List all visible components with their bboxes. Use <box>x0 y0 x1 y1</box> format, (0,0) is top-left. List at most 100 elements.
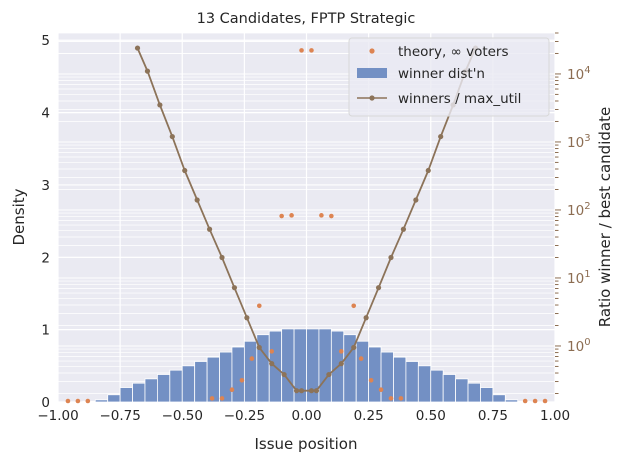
ratio-point <box>134 45 141 51</box>
histogram-bar <box>368 346 382 403</box>
y-tick-labels: 0 1 2 3 4 5 <box>41 33 50 411</box>
theory-point <box>249 356 255 361</box>
theory-point <box>309 48 314 53</box>
histogram-bar <box>318 328 332 403</box>
x-tick-label: −0.75 <box>99 408 140 424</box>
histogram-bars <box>82 328 531 403</box>
y-tick-label: 4 <box>41 106 50 122</box>
ratio-point <box>298 388 305 394</box>
histogram-bar <box>206 356 220 403</box>
y2-tick-label: 100 <box>567 337 591 355</box>
ratio-point <box>388 254 394 261</box>
ratio-point <box>244 315 250 321</box>
y2-tick-label: 103 <box>567 133 591 151</box>
y-axis-label: Density <box>10 188 28 245</box>
ratio-point <box>256 344 262 351</box>
histogram-bar <box>119 387 133 403</box>
theory-point <box>368 377 374 383</box>
histogram-bar <box>107 394 121 403</box>
theory-point <box>398 396 404 401</box>
theory-point <box>219 396 225 401</box>
histogram-bar <box>194 361 208 403</box>
legend: theory, ∞ voters winner dist'n winners /… <box>348 37 550 117</box>
legend-frame <box>348 37 550 117</box>
histogram-bar <box>455 378 469 403</box>
histogram-bar <box>181 365 196 403</box>
legend-label-histogram: winner dist'n <box>398 66 485 82</box>
y2-axis-label: Ratio winner / best candidate <box>596 107 614 327</box>
theory-point <box>209 396 215 401</box>
ratio-point <box>326 371 332 378</box>
histogram-bar <box>243 340 258 403</box>
x-tick-label: 1.00 <box>540 408 570 424</box>
y2-ticks: 100 101 102 103 104 <box>555 32 591 395</box>
ratio-point <box>157 102 163 108</box>
x-tick-label: 0.75 <box>478 408 508 424</box>
ratio-point <box>169 133 175 140</box>
theory-point <box>532 398 538 404</box>
legend-swatch-histogram <box>357 68 387 78</box>
ratio-point <box>293 388 300 394</box>
ratio-point <box>338 361 344 367</box>
y2-tick-label: 102 <box>567 201 591 219</box>
theory-point <box>329 213 334 219</box>
ratio-point <box>194 197 200 203</box>
theory-points <box>65 48 548 404</box>
theory-point <box>388 396 394 401</box>
legend-marker-ratio <box>369 95 375 101</box>
y-tick-label: 1 <box>41 323 50 339</box>
theory-point <box>289 213 294 218</box>
histogram-bar <box>442 374 456 403</box>
theory-point <box>229 387 235 393</box>
histogram-bar <box>380 351 394 403</box>
x-tick-label: 0.25 <box>354 408 384 424</box>
x-tick-label: −0.50 <box>162 408 203 424</box>
theory-point <box>299 48 304 53</box>
histogram-bar <box>169 369 183 403</box>
histogram-bar <box>144 378 158 403</box>
theory-point <box>279 213 284 219</box>
x-tick-label: 0.00 <box>291 408 321 424</box>
ratio-point <box>206 226 213 232</box>
ratio-point <box>425 167 431 174</box>
histogram-bar <box>132 382 146 403</box>
histogram-bar <box>355 340 370 403</box>
theory-point <box>522 398 528 404</box>
histogram-bar <box>281 328 295 403</box>
histogram-bar <box>219 351 233 403</box>
histogram-bar <box>480 387 494 403</box>
ratio-point <box>400 226 407 232</box>
theory-point <box>351 303 357 309</box>
ratio-point <box>438 133 444 140</box>
ratio-point <box>281 371 287 378</box>
ratio-point <box>313 388 320 394</box>
histogram-bar <box>430 369 444 403</box>
y-tick-label: 5 <box>41 33 50 49</box>
ratio-point <box>363 315 369 321</box>
theory-point <box>378 387 384 393</box>
histogram-bar <box>405 361 419 403</box>
ratio-point <box>219 254 225 261</box>
chart-title: 13 Candidates, FPTP Strategic <box>197 11 416 27</box>
y2-tick-label: 101 <box>567 269 591 287</box>
histogram-bar <box>156 374 171 403</box>
theory-point <box>65 398 71 404</box>
theory-point <box>319 213 324 218</box>
histogram-bar <box>467 382 481 403</box>
theory-point <box>75 398 81 404</box>
ratio-point <box>351 344 357 351</box>
x-tick-label: −0.25 <box>224 408 265 424</box>
theory-point <box>269 349 275 354</box>
y-tick-label: 3 <box>41 178 50 194</box>
histogram-bar <box>94 399 109 403</box>
ratio-point <box>144 68 151 74</box>
y-tick-label: 0 <box>41 395 50 411</box>
x-tick-label: −1.00 <box>37 408 78 424</box>
legend-label-theory: theory, ∞ voters <box>398 44 509 60</box>
legend-label-ratio: winners / max_util <box>398 91 521 107</box>
ratio-point <box>375 285 382 291</box>
legend-marker-theory <box>369 48 375 54</box>
y2-tick-label: 104 <box>567 65 591 83</box>
histogram-bar <box>417 365 432 403</box>
